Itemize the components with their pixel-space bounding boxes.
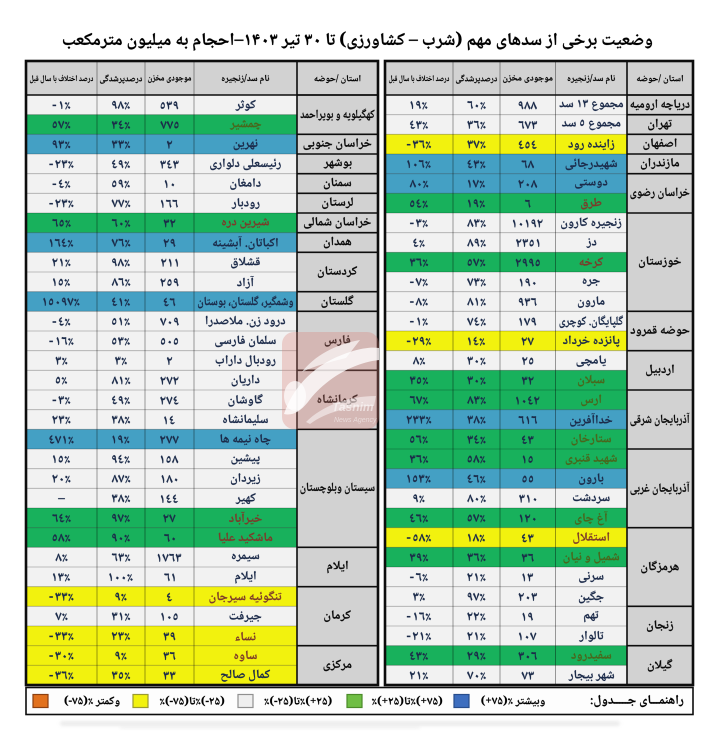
svg-text:News Agency: News Agency bbox=[334, 417, 377, 424]
svg-text:Tasnim: Tasnim bbox=[332, 400, 374, 414]
